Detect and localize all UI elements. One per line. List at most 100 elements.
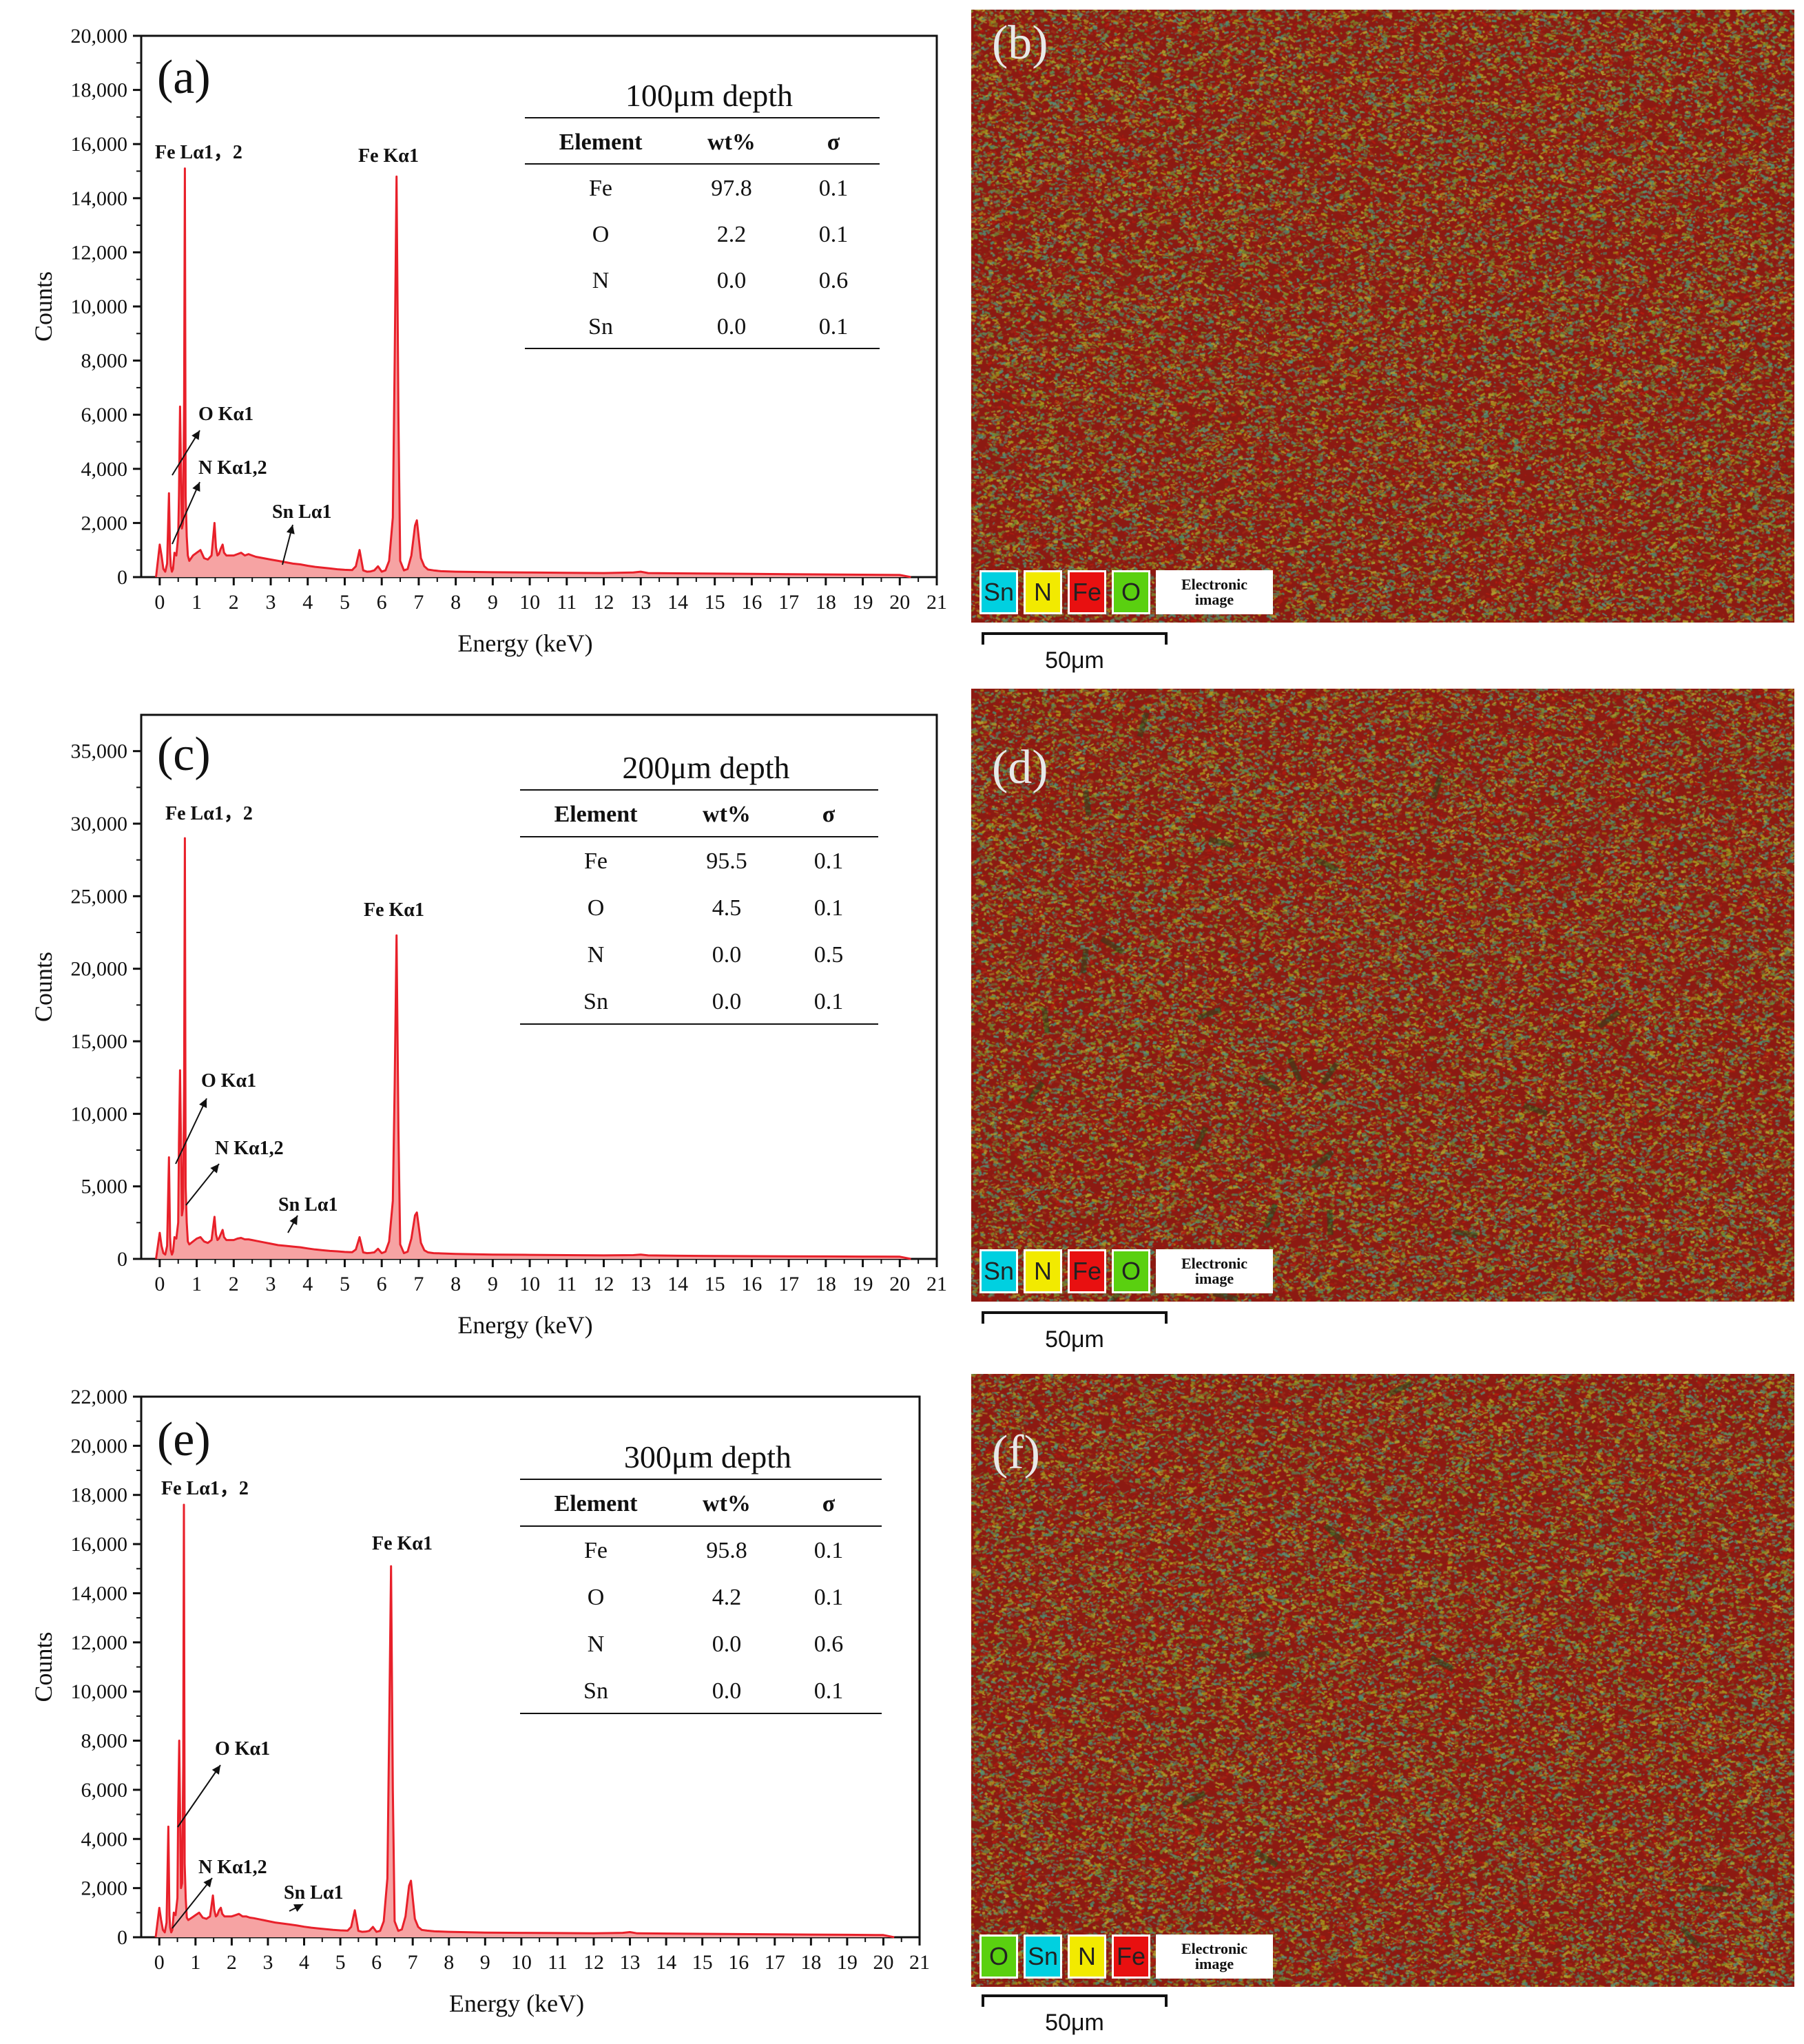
- ei-line-1: Electronic: [1181, 1940, 1248, 1957]
- y-tick-label: 6,000: [81, 404, 128, 426]
- legend-chip-label: Sn: [983, 578, 1015, 606]
- legend-chip: N: [1068, 1934, 1106, 1979]
- peak-label: Fe Kα1: [364, 899, 424, 921]
- x-tick-label: 19: [853, 591, 873, 614]
- spectrum-area: [156, 168, 911, 578]
- x-tick-label: 11: [557, 591, 577, 614]
- table-cell: 4.2: [712, 1585, 742, 1610]
- x-tick-label: 21: [926, 591, 947, 614]
- panel-letter: (a): [157, 51, 211, 104]
- annotation-arrowhead: [293, 1904, 303, 1912]
- eds-map-d: (d) Sn N Fe O Electronic image: [971, 689, 1794, 1302]
- scale-bar-label: 50μm: [1045, 647, 1104, 674]
- x-tick-label: 17: [765, 1951, 785, 1974]
- y-tick-label: 14,000: [71, 1582, 128, 1605]
- annotation-arrowhead: [199, 1098, 207, 1108]
- table-cell: 0.6: [819, 268, 849, 293]
- legend-chip-label: Fe: [1072, 1257, 1101, 1285]
- peak-label: Fe Lα1，2: [165, 803, 253, 824]
- panel-letter: (d): [992, 741, 1048, 794]
- x-tick-label: 8: [444, 1951, 454, 1974]
- x-tick-label: 19: [837, 1951, 858, 1974]
- annotation-arrowhead: [211, 1765, 220, 1775]
- x-tick-label: 5: [340, 591, 350, 614]
- x-tick-label: 3: [266, 1273, 276, 1295]
- x-tick-label: 16: [728, 1951, 749, 1974]
- eds-map-f: (f) O Sn N Fe Electronic image: [971, 1374, 1794, 1987]
- y-tick-label: 8,000: [81, 1730, 128, 1753]
- table-cell: 0.1: [819, 314, 849, 340]
- legend-chip-label: N: [1078, 1942, 1096, 1970]
- table-cell: 0.0: [712, 1678, 742, 1704]
- scale-bar-label: 50μm: [1045, 1326, 1104, 1353]
- table-cell: 0.6: [814, 1631, 844, 1657]
- element-map-image: [971, 10, 1794, 623]
- y-tick-label: 25,000: [71, 885, 128, 908]
- y-tick-label: 10,000: [71, 1680, 128, 1703]
- x-tick-label: 20: [889, 591, 910, 614]
- annotation-arrowhead: [203, 1878, 212, 1888]
- y-tick-label: 14,000: [71, 187, 128, 210]
- x-tick-label: 7: [413, 591, 424, 614]
- x-tick-label: 14: [667, 591, 688, 614]
- ei-line-2: image: [1194, 591, 1234, 608]
- x-tick-label: 6: [377, 1273, 387, 1295]
- table-cell: O: [588, 1585, 605, 1610]
- element-legend: Sn N Fe O Electronic image: [979, 1249, 1273, 1293]
- table-cell: 95.5: [706, 848, 747, 874]
- annotation-arrow: [175, 1098, 207, 1165]
- legend-chip: N: [1024, 1249, 1062, 1293]
- peak-label: Sn Lα1: [278, 1194, 338, 1216]
- x-axis-title: Energy (keV): [449, 1990, 584, 2017]
- y-tick-label: 2,000: [81, 512, 128, 534]
- legend-chip-label: Sn: [1027, 1942, 1059, 1970]
- scale-bar-f: 50μm: [982, 1994, 1168, 2043]
- legend-chip: N: [1024, 570, 1062, 614]
- composition-table: 100μm depth Element wt% σ Fe 97.8 0.1 O 2.2 0.1 N 0…: [525, 78, 880, 349]
- table-header-cell: wt%: [703, 1491, 751, 1516]
- table-cell: 0.1: [814, 1585, 844, 1610]
- annotation-arrowhead: [286, 525, 295, 534]
- table-cell: Fe: [584, 1538, 608, 1563]
- table-cell: N: [592, 268, 610, 293]
- peak-label: Fe Kα1: [372, 1533, 433, 1554]
- table-cell: 0.0: [717, 314, 747, 340]
- x-tick-label: 0: [154, 1951, 165, 1974]
- x-tick-label: 12: [594, 591, 614, 614]
- annotation-arrow: [177, 1764, 221, 1828]
- x-tick-label: 9: [480, 1951, 490, 1974]
- x-tick-label: 17: [778, 591, 799, 614]
- table-cell: Fe: [589, 176, 612, 201]
- x-tick-label: 3: [266, 591, 276, 614]
- x-tick-label: 16: [741, 1273, 762, 1295]
- table-cell: 0.0: [712, 1631, 742, 1657]
- y-tick-label: 16,000: [71, 1533, 128, 1556]
- table-cell: 2.2: [717, 222, 747, 247]
- table-cell: Sn: [588, 314, 613, 340]
- legend-chip: Sn: [979, 1249, 1018, 1293]
- x-tick-label: 7: [413, 1273, 424, 1295]
- x-tick-label: 17: [778, 1273, 799, 1295]
- x-tick-label: 15: [705, 1273, 725, 1295]
- x-tick-label: 3: [262, 1951, 273, 1974]
- eds-spectrum-e: 0 1 2 3 4 5 6 7 8 9 10 11 12 13 14 15 16 17 18 19 20 2102,000…: [30, 1386, 930, 2017]
- y-tick-label: 20,000: [71, 958, 128, 981]
- x-tick-label: 1: [191, 591, 202, 614]
- legend-chip: O: [979, 1934, 1018, 1979]
- table-cell: 0.0: [717, 268, 747, 293]
- peak-label: Sn Lα1: [272, 501, 331, 523]
- y-tick-label: 5,000: [81, 1176, 128, 1198]
- table-cell: Sn: [583, 1678, 608, 1704]
- scale-bar-b: 50μm: [982, 632, 1168, 680]
- table-title: 100μm depth: [625, 78, 793, 113]
- x-tick-label: 20: [889, 1273, 910, 1295]
- table-cell: 0.1: [819, 176, 849, 201]
- x-tick-label: 18: [816, 1273, 836, 1295]
- table-header-cell: Element: [554, 802, 639, 827]
- table-cell: O: [592, 222, 610, 247]
- peak-label: Fe Lα1，2: [155, 142, 242, 163]
- element-map-image: [971, 1374, 1794, 1987]
- ei-line-2: image: [1194, 1270, 1234, 1287]
- y-tick-label: 18,000: [71, 79, 128, 102]
- scale-bar-line: [982, 1994, 1168, 2007]
